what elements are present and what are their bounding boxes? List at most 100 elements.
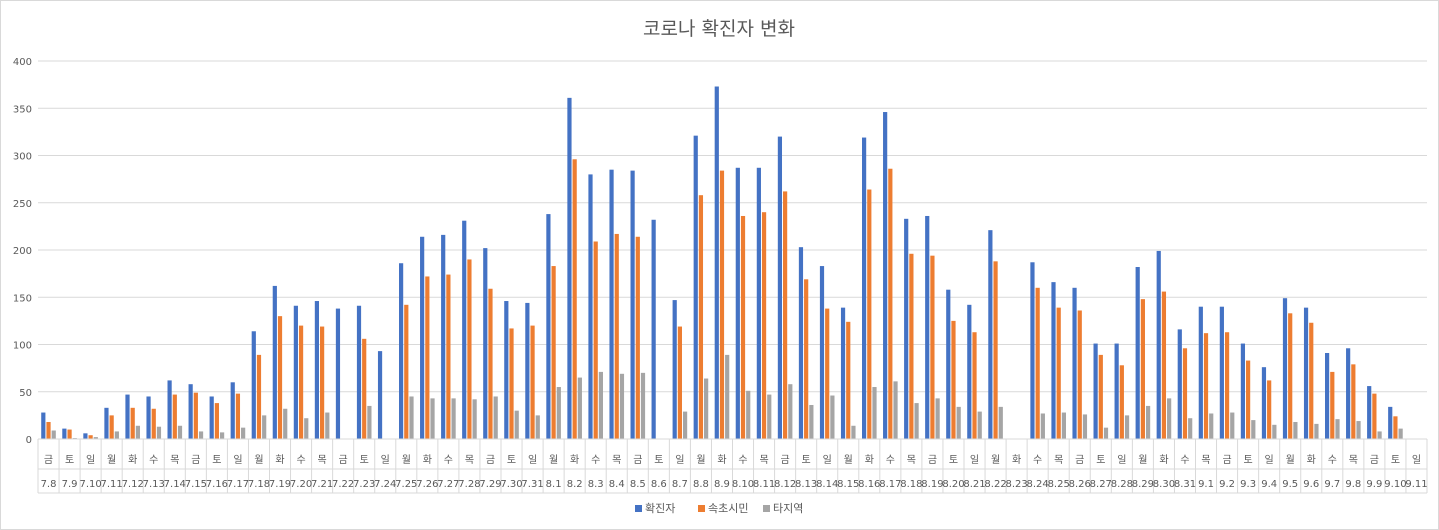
bar-확진자 (777, 136, 783, 439)
bar-타지역 (262, 415, 267, 440)
bar-속초시민 (1203, 333, 1209, 439)
bar-확진자 (504, 301, 509, 439)
x-weekday-label: 수 (886, 454, 895, 466)
x-date-label: 7.29 (479, 479, 501, 490)
x-weekday-label: 월 (844, 454, 853, 466)
bar-속초시민 (1288, 313, 1293, 439)
bar-속초시민 (235, 393, 241, 439)
x-weekday-label: 수 (1033, 454, 1042, 466)
x-date-label: 8.29 (1132, 479, 1154, 490)
x-date-label: 8.7 (672, 479, 688, 490)
bar-확진자 (925, 215, 930, 439)
bar-타지역 (1167, 398, 1172, 439)
x-weekday-label: 일 (1412, 454, 1421, 466)
bar-타지역 (1040, 413, 1045, 439)
x-weekday-label: 금 (191, 454, 200, 466)
x-weekday-label: 목 (1054, 454, 1063, 466)
bar-확진자 (62, 428, 67, 439)
bar-타지역 (114, 431, 119, 439)
x-date-label: 7.23 (353, 479, 375, 490)
x-weekday-label: 금 (1075, 454, 1084, 466)
x-date-label: 9.7 (1324, 479, 1340, 490)
x-weekday-label: 목 (907, 454, 916, 466)
bar-타지역 (283, 408, 288, 439)
bar-속초시민 (172, 394, 177, 439)
x-weekday-label: 토 (212, 455, 221, 466)
bar-속초시민 (467, 259, 472, 439)
bar-확진자 (756, 167, 761, 439)
x-weekday-label: 목 (318, 454, 327, 466)
x-date-label: 8.9 (714, 479, 730, 490)
bar-타지역 (619, 373, 625, 439)
bar-속초시민 (1309, 322, 1314, 439)
bar-확진자 (83, 433, 88, 439)
x-weekday-label: 금 (1222, 454, 1231, 466)
y-tick-label: 0 (26, 435, 32, 446)
bar-속초시민 (1119, 365, 1124, 439)
bar-확진자 (714, 86, 719, 439)
x-date-label: 8.8 (693, 479, 709, 490)
bar-속초시민 (277, 316, 283, 439)
bar-타지역 (367, 405, 372, 439)
x-date-label: 7.11 (101, 479, 123, 490)
bar-타지역 (956, 406, 961, 439)
bar-확진자 (377, 351, 383, 439)
x-date-label: 7.31 (521, 479, 543, 490)
bar-속초시민 (1035, 287, 1040, 439)
bar-속초시민 (614, 233, 619, 439)
x-date-label: 8.22 (984, 479, 1006, 490)
bar-확진자 (41, 412, 46, 439)
x-date-label: 7.15 (185, 479, 207, 490)
x-weekday-label: 수 (1180, 454, 1189, 466)
bar-타지역 (219, 432, 225, 439)
x-date-label: 8.14 (816, 479, 838, 490)
x-date-label: 9.8 (1345, 479, 1361, 490)
bar-속초시민 (972, 332, 977, 439)
x-date-label: 8.28 (1111, 479, 1133, 490)
x-weekday-label: 목 (759, 454, 768, 466)
bar-속초시민 (804, 279, 809, 439)
x-weekday-label: 목 (1201, 454, 1210, 466)
bar-타지역 (640, 372, 646, 439)
bar-타지역 (93, 437, 98, 439)
bar-확진자 (819, 266, 825, 439)
bar-확진자 (1072, 287, 1077, 439)
x-weekday-label: 토 (654, 455, 663, 466)
x-date-label: 7.27 (437, 479, 459, 490)
x-date-label: 9.1 (1198, 479, 1214, 490)
x-weekday-label: 수 (444, 454, 453, 466)
y-tick-label: 400 (13, 57, 32, 68)
bar-확진자 (588, 174, 593, 439)
x-weekday-label: 토 (1244, 455, 1253, 466)
bar-확진자 (293, 305, 298, 439)
x-weekday-label: 수 (1328, 454, 1337, 466)
bar-타지역 (598, 371, 603, 439)
x-weekday-label: 일 (381, 454, 390, 466)
bar-타지역 (1124, 415, 1130, 440)
bar-속초시민 (1246, 360, 1251, 439)
bars (41, 86, 1403, 440)
x-weekday-label: 수 (591, 454, 600, 466)
x-weekday-label: 화 (570, 454, 579, 466)
bar-속초시민 (1267, 380, 1272, 439)
x-date-label: 8.18 (900, 479, 922, 490)
x-date-label: 9.10 (1384, 479, 1406, 490)
bar-확진자 (1177, 329, 1182, 439)
bar-확진자 (1030, 262, 1035, 439)
bar-속초시민 (67, 429, 72, 439)
bar-타지역 (535, 415, 540, 440)
x-weekday-label: 월 (402, 454, 411, 466)
x-date-label: 7.19 (269, 479, 291, 490)
x-date-label: 8.11 (753, 479, 775, 490)
bar-속초시민 (446, 274, 451, 439)
y-tick-label: 250 (13, 199, 32, 210)
bar-확진자 (1114, 343, 1119, 439)
x-weekday-label: 일 (1265, 454, 1274, 466)
bar-확진자 (967, 304, 972, 439)
bar-속초시민 (930, 255, 935, 439)
x-weekday-label: 수 (149, 454, 158, 466)
bar-속초시민 (635, 236, 640, 439)
bar-확진자 (525, 302, 530, 439)
bar-타지역 (872, 387, 877, 439)
